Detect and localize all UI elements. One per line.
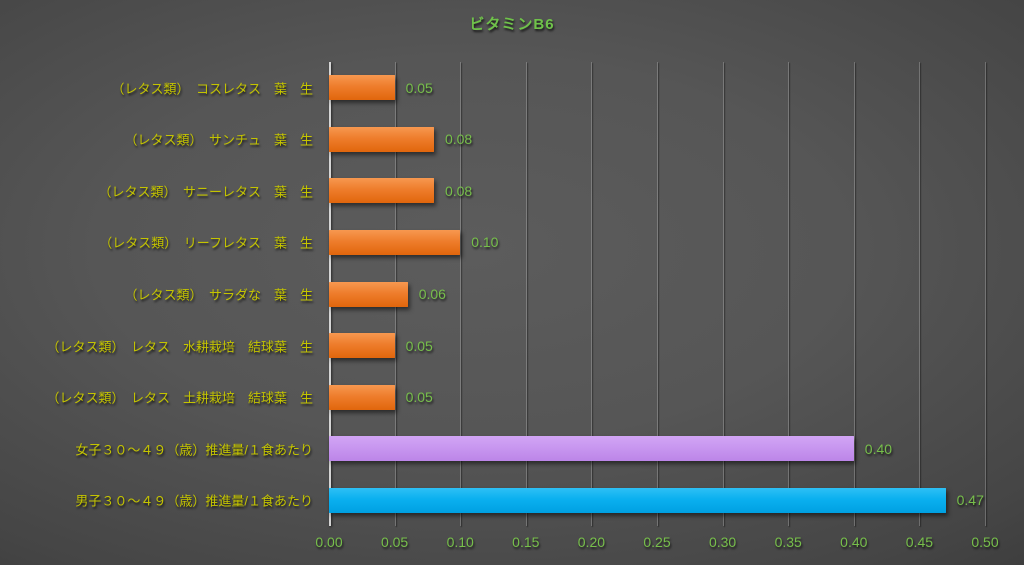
category-label: 女子３０～４９（歳）推進量/１食あたり	[75, 442, 313, 458]
plot-area: 0.05 0.08 0.08 0.10 0.06 0.05 0.05 0.40 0.47	[329, 62, 986, 526]
data-bar	[329, 333, 395, 359]
gridline	[657, 62, 658, 526]
x-tick-label: 0.30	[708, 534, 737, 550]
data-bar	[329, 281, 408, 307]
category-label: 男子３０～４９（歳）推進量/１食あたり	[75, 493, 313, 509]
gridline	[853, 62, 855, 526]
gridline	[985, 62, 986, 526]
category-label: （レタス類） レタス 水耕栽培 結球葉 生	[46, 339, 313, 355]
bar-row: 0.10	[329, 229, 985, 255]
bar-row: 0.40	[329, 436, 985, 462]
data-bar	[329, 229, 461, 255]
category-label: （レタス類） サニーレタス 葉 生	[98, 184, 313, 200]
x-tick-label: 0.05	[380, 534, 409, 550]
bar-value-label: 0.05	[405, 337, 433, 354]
x-tick-label: 0.25	[643, 534, 671, 550]
y-axis-category-labels: （レタス類） コスレタス 葉 生 （レタス類） サンチュ 葉 生 （レタス類） サニ…	[0, 62, 321, 526]
gridline	[788, 62, 790, 526]
bar-value-label: 0.08	[444, 131, 473, 148]
x-tick-label: 0.45	[905, 534, 934, 550]
category-label: （レタス類） レタス 土耕栽培 結球葉 生	[46, 390, 313, 406]
category-label: （レタス類） コスレタス 葉 生	[111, 81, 313, 97]
x-tick-label: 0.40	[840, 534, 868, 550]
bar-value-label: 0.05	[405, 389, 433, 406]
bar-row: 0.47	[329, 487, 985, 513]
bar-value-label: 0.47	[956, 492, 984, 509]
gridline	[722, 62, 724, 526]
x-tick-label: 0.20	[577, 534, 606, 550]
category-label: （レタス類） サンチュ 葉 生	[124, 132, 313, 148]
bar-row: 0.05	[329, 333, 985, 359]
data-bar	[329, 126, 434, 152]
bar-value-label: 0.10	[471, 234, 499, 251]
data-bar	[329, 436, 854, 462]
category-label: （レタス類） リーフレタス 葉 生	[99, 235, 313, 251]
bar-row: 0.08	[329, 178, 985, 204]
bar-value-label: 0.08	[444, 182, 473, 199]
x-tick-label: 0.00	[315, 534, 343, 550]
bar-value-label: 0.40	[864, 440, 893, 457]
x-axis: 0.00 0.05 0.10 0.15 0.20 0.25 0.30 0.35 0.40 0.45…	[315, 534, 998, 554]
data-bar	[329, 487, 946, 513]
bar-value-label: 0.05	[405, 79, 433, 96]
bar-value-label: 0.06	[418, 286, 446, 302]
gridline	[919, 62, 921, 526]
bar-row: 0.06	[329, 281, 985, 307]
category-label: （レタス類） サラダな 葉 生	[124, 287, 313, 303]
data-bar	[329, 384, 395, 410]
x-tick-label: 0.15	[512, 534, 540, 550]
x-tick-label: 0.35	[774, 534, 802, 550]
data-bar	[329, 75, 395, 101]
bar-row: 0.08	[329, 126, 985, 152]
gridline	[591, 62, 593, 526]
data-bar	[329, 178, 434, 204]
bar-row: 0.05	[329, 75, 985, 101]
bar-row: 0.05	[329, 384, 985, 410]
chart-title: ビタミンB6	[469, 16, 555, 33]
gridline	[525, 62, 527, 526]
gridline	[460, 62, 462, 526]
x-tick-label: 0.50	[971, 534, 999, 550]
x-tick-label: 0.10	[446, 534, 474, 550]
